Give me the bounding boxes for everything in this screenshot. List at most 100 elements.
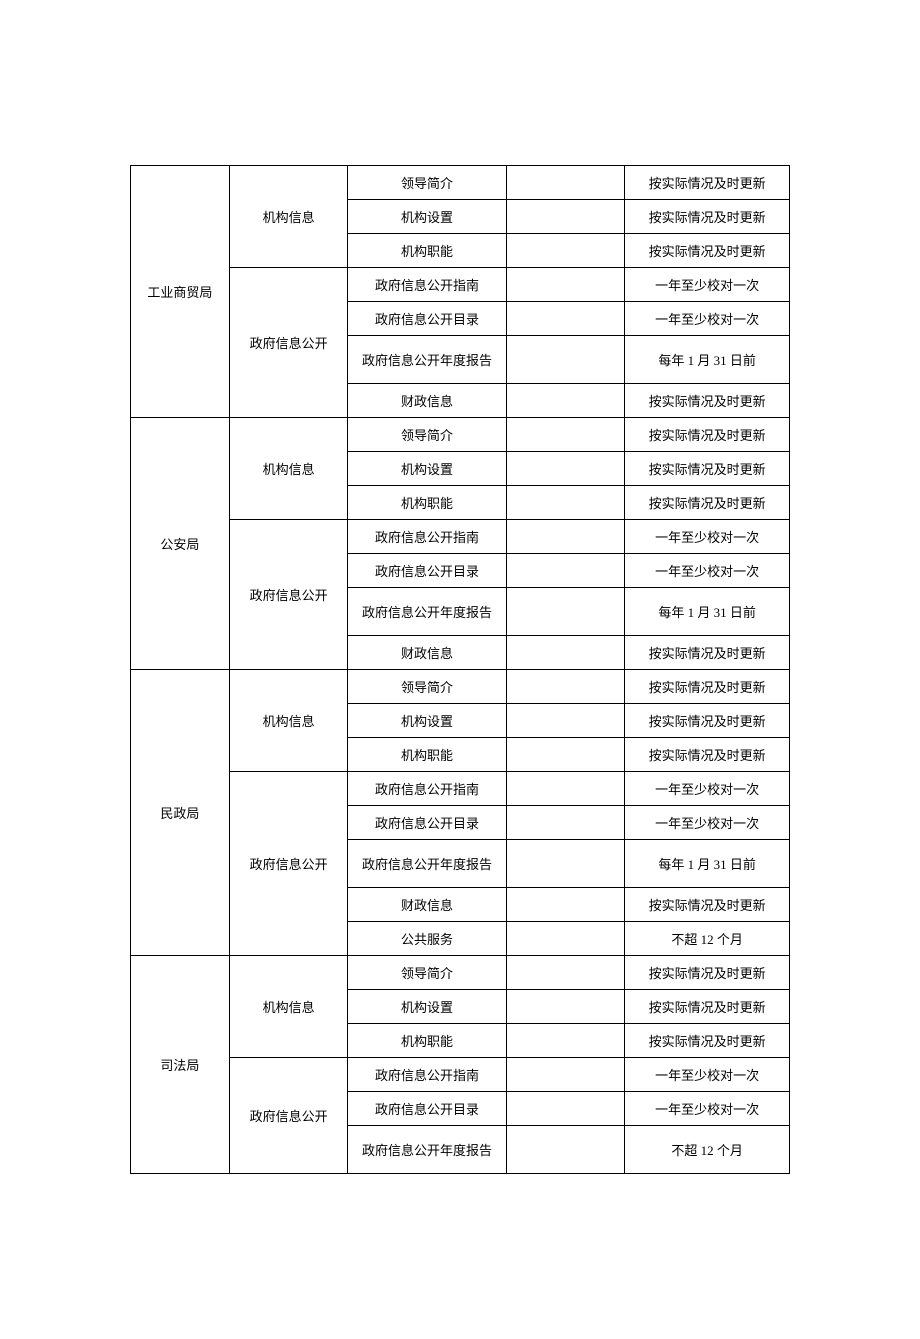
item-cell: 机构职能 [348, 486, 506, 520]
frequency-cell: 按实际情况及时更新 [625, 200, 790, 234]
frequency-cell: 按实际情况及时更新 [625, 384, 790, 418]
item-cell: 政府信息公开指南 [348, 772, 506, 806]
frequency-cell: 一年至少校对一次 [625, 1058, 790, 1092]
item-cell: 机构设置 [348, 200, 506, 234]
item-cell: 领导简介 [348, 166, 506, 200]
item-cell: 政府信息公开年度报告 [348, 1126, 506, 1174]
category-cell: 政府信息公开 [229, 772, 348, 956]
frequency-cell: 不超 12 个月 [625, 1126, 790, 1174]
blank-cell [506, 384, 625, 418]
category-cell: 机构信息 [229, 166, 348, 268]
frequency-cell: 按实际情况及时更新 [625, 636, 790, 670]
item-cell: 公共服务 [348, 922, 506, 956]
blank-cell [506, 772, 625, 806]
frequency-cell: 按实际情况及时更新 [625, 738, 790, 772]
frequency-cell: 按实际情况及时更新 [625, 1024, 790, 1058]
frequency-cell: 按实际情况及时更新 [625, 452, 790, 486]
dept-cell: 公安局 [131, 418, 230, 670]
frequency-cell: 按实际情况及时更新 [625, 234, 790, 268]
frequency-cell: 每年 1 月 31 日前 [625, 588, 790, 636]
blank-cell [506, 806, 625, 840]
table-row: 政府信息公开政府信息公开指南一年至少校对一次 [131, 520, 790, 554]
blank-cell [506, 554, 625, 588]
info-disclosure-table: 工业商贸局机构信息领导简介按实际情况及时更新机构设置按实际情况及时更新机构职能按… [130, 165, 790, 1174]
category-cell: 政府信息公开 [229, 268, 348, 418]
dept-cell: 工业商贸局 [131, 166, 230, 418]
item-cell: 政府信息公开目录 [348, 806, 506, 840]
item-cell: 机构设置 [348, 452, 506, 486]
blank-cell [506, 670, 625, 704]
blank-cell [506, 636, 625, 670]
frequency-cell: 一年至少校对一次 [625, 554, 790, 588]
item-cell: 机构职能 [348, 738, 506, 772]
frequency-cell: 按实际情况及时更新 [625, 704, 790, 738]
item-cell: 机构设置 [348, 704, 506, 738]
frequency-cell: 按实际情况及时更新 [625, 486, 790, 520]
blank-cell [506, 302, 625, 336]
blank-cell [506, 336, 625, 384]
item-cell: 财政信息 [348, 888, 506, 922]
frequency-cell: 一年至少校对一次 [625, 302, 790, 336]
blank-cell [506, 990, 625, 1024]
table-row: 政府信息公开政府信息公开指南一年至少校对一次 [131, 1058, 790, 1092]
blank-cell [506, 1092, 625, 1126]
item-cell: 机构设置 [348, 990, 506, 1024]
blank-cell [506, 738, 625, 772]
frequency-cell: 一年至少校对一次 [625, 772, 790, 806]
item-cell: 政府信息公开指南 [348, 520, 506, 554]
frequency-cell: 一年至少校对一次 [625, 520, 790, 554]
item-cell: 财政信息 [348, 636, 506, 670]
item-cell: 政府信息公开目录 [348, 1092, 506, 1126]
frequency-cell: 每年 1 月 31 日前 [625, 840, 790, 888]
item-cell: 领导简介 [348, 418, 506, 452]
item-cell: 政府信息公开年度报告 [348, 840, 506, 888]
table-row: 政府信息公开政府信息公开指南一年至少校对一次 [131, 268, 790, 302]
blank-cell [506, 922, 625, 956]
blank-cell [506, 268, 625, 302]
frequency-cell: 按实际情况及时更新 [625, 166, 790, 200]
table-row: 司法局机构信息领导简介按实际情况及时更新 [131, 956, 790, 990]
blank-cell [506, 234, 625, 268]
category-cell: 政府信息公开 [229, 520, 348, 670]
frequency-cell: 按实际情况及时更新 [625, 670, 790, 704]
item-cell: 政府信息公开目录 [348, 554, 506, 588]
item-cell: 政府信息公开指南 [348, 1058, 506, 1092]
item-cell: 财政信息 [348, 384, 506, 418]
table-row: 民政局机构信息领导简介按实际情况及时更新 [131, 670, 790, 704]
item-cell: 政府信息公开年度报告 [348, 588, 506, 636]
frequency-cell: 按实际情况及时更新 [625, 956, 790, 990]
item-cell: 政府信息公开年度报告 [348, 336, 506, 384]
frequency-cell: 按实际情况及时更新 [625, 888, 790, 922]
item-cell: 政府信息公开指南 [348, 268, 506, 302]
table-row: 政府信息公开政府信息公开指南一年至少校对一次 [131, 772, 790, 806]
frequency-cell: 按实际情况及时更新 [625, 990, 790, 1024]
blank-cell [506, 166, 625, 200]
table-row: 工业商贸局机构信息领导简介按实际情况及时更新 [131, 166, 790, 200]
category-cell: 机构信息 [229, 418, 348, 520]
blank-cell [506, 840, 625, 888]
dept-cell: 司法局 [131, 956, 230, 1174]
frequency-cell: 按实际情况及时更新 [625, 418, 790, 452]
item-cell: 机构职能 [348, 1024, 506, 1058]
blank-cell [506, 588, 625, 636]
category-cell: 政府信息公开 [229, 1058, 348, 1174]
frequency-cell: 一年至少校对一次 [625, 806, 790, 840]
blank-cell [506, 200, 625, 234]
blank-cell [506, 704, 625, 738]
blank-cell [506, 486, 625, 520]
frequency-cell: 一年至少校对一次 [625, 1092, 790, 1126]
blank-cell [506, 1024, 625, 1058]
dept-cell: 民政局 [131, 670, 230, 956]
item-cell: 机构职能 [348, 234, 506, 268]
blank-cell [506, 452, 625, 486]
blank-cell [506, 888, 625, 922]
blank-cell [506, 956, 625, 990]
item-cell: 领导简介 [348, 956, 506, 990]
category-cell: 机构信息 [229, 670, 348, 772]
blank-cell [506, 520, 625, 554]
table-row: 公安局机构信息领导简介按实际情况及时更新 [131, 418, 790, 452]
frequency-cell: 一年至少校对一次 [625, 268, 790, 302]
blank-cell [506, 1126, 625, 1174]
blank-cell [506, 1058, 625, 1092]
item-cell: 政府信息公开目录 [348, 302, 506, 336]
